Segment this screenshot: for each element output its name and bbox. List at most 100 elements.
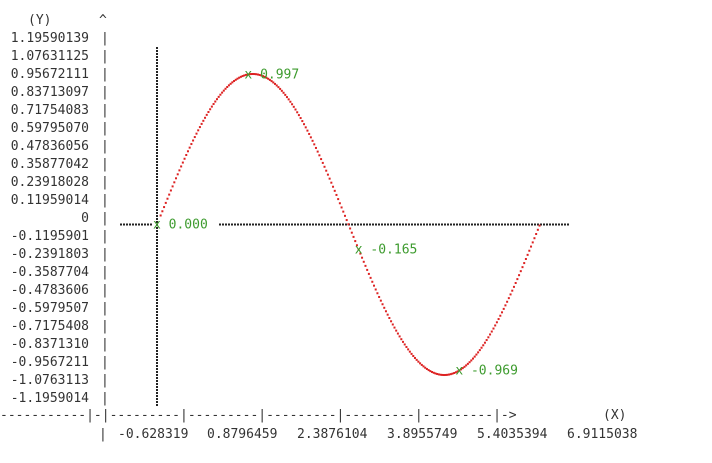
series-point — [364, 264, 367, 267]
series-point — [224, 87, 227, 90]
series-point — [274, 82, 277, 85]
series-point — [492, 327, 495, 330]
vertical-line-dot — [156, 185, 158, 187]
vertical-line-dot — [156, 167, 158, 169]
series-point — [292, 105, 295, 108]
vertical-line-dot — [156, 206, 158, 208]
zero-line-dot — [489, 223, 491, 226]
series-point — [408, 350, 411, 353]
series-point — [198, 126, 201, 129]
y-axis-tick-bar: | — [101, 355, 109, 370]
vertical-line-dot — [156, 80, 158, 82]
series-point — [279, 87, 282, 90]
y-axis-line: | | | | | | | | | | | | | | | | | | | | | — [101, 31, 109, 406]
series-point — [291, 103, 294, 106]
series-point — [185, 153, 188, 156]
series-point — [480, 346, 483, 349]
vertical-line-dot — [156, 134, 158, 136]
vertical-line-dot — [156, 284, 158, 286]
vertical-line-dot — [156, 242, 158, 244]
zero-line-dot — [447, 223, 449, 226]
zero-line-dot — [417, 223, 419, 226]
zero-line-dot — [561, 223, 563, 226]
vertical-line-dot — [156, 170, 158, 172]
x-axis-label: (X) — [603, 408, 626, 423]
zero-line-dot — [126, 223, 128, 226]
vertical-line-dot — [156, 263, 158, 265]
vertical-line-dot — [156, 197, 158, 199]
vertical-line-dot — [156, 98, 158, 100]
series-point — [504, 304, 507, 307]
annotation-label: x -0.165 — [355, 242, 418, 257]
y-axis-tick-bar: | — [101, 31, 109, 46]
vertical-line-dot — [156, 116, 158, 118]
vertical-line-dot — [156, 152, 158, 154]
vertical-line-dot — [156, 179, 158, 181]
series-point — [390, 320, 393, 323]
series-point — [386, 313, 389, 316]
y-axis-tick-bar: | — [101, 337, 109, 352]
y-tick-label: -0.1195901 — [11, 229, 89, 244]
y-tick-label: 0.11959014 — [11, 193, 89, 208]
y-axis-tick-bar: | — [101, 85, 109, 100]
y-axis-tick-bar: | — [101, 229, 109, 244]
annotation-label: x -0.969 — [455, 363, 518, 378]
zero-line-dot — [510, 223, 512, 226]
series-point — [173, 181, 176, 184]
series-point — [524, 257, 527, 260]
zero-line-dot — [330, 223, 332, 226]
zero-line-dot — [267, 223, 269, 226]
vertical-line-dot — [156, 146, 158, 148]
vertical-line-dot — [156, 176, 158, 178]
series-point — [533, 237, 536, 240]
vertical-line-dot — [156, 89, 158, 91]
zero-line-dot — [249, 223, 251, 226]
series-point — [367, 272, 370, 275]
vertical-line-dot — [156, 188, 158, 190]
series-point — [535, 233, 538, 236]
y-axis-arrow: ^ — [99, 13, 107, 28]
zero-line-dot — [366, 223, 368, 226]
series-point — [325, 169, 328, 172]
zero-line-dot — [144, 223, 146, 226]
series-point — [512, 285, 515, 288]
vertical-line-dot — [156, 293, 158, 295]
x-tick-label: 2.3876104 — [297, 427, 368, 442]
series-point — [407, 348, 410, 351]
y-tick-label: 0.35877042 — [11, 157, 89, 172]
series-point — [444, 373, 447, 376]
zero-line-dot — [504, 223, 506, 226]
series-point — [511, 289, 514, 292]
zero-line-dot — [393, 223, 395, 226]
series-point — [442, 374, 445, 377]
series-point — [437, 373, 440, 376]
zero-line-dot — [549, 223, 551, 226]
series-point — [226, 85, 229, 88]
series-point — [272, 81, 275, 84]
series-point — [373, 284, 376, 287]
vertical-line-dot — [156, 353, 158, 355]
series-point — [205, 113, 208, 116]
vertical-line-dot — [156, 320, 158, 322]
zero-line-dot — [120, 223, 122, 226]
x-tick-label: -0.628319 — [118, 427, 188, 442]
y-axis-tick-bar: | — [101, 139, 109, 154]
zero-line-dot — [390, 223, 392, 226]
x-tick-label: 6.9115038 — [567, 427, 637, 442]
series-point — [207, 111, 210, 114]
series-point — [202, 119, 205, 122]
zero-line-dot — [270, 223, 272, 226]
y-tick-label: 0.59795070 — [11, 121, 89, 136]
vertical-line-dot — [156, 299, 158, 301]
vertical-line-dot — [156, 182, 158, 184]
y-tick-label: 0.23918028 — [11, 175, 89, 190]
series-point — [161, 210, 164, 213]
zero-line-dot — [435, 223, 437, 226]
series-point — [477, 351, 480, 354]
series-point — [282, 91, 285, 94]
series-point — [403, 343, 406, 346]
series-point — [163, 206, 166, 209]
vertical-line-dot — [156, 83, 158, 85]
y-axis-tick-bar: | — [101, 283, 109, 298]
